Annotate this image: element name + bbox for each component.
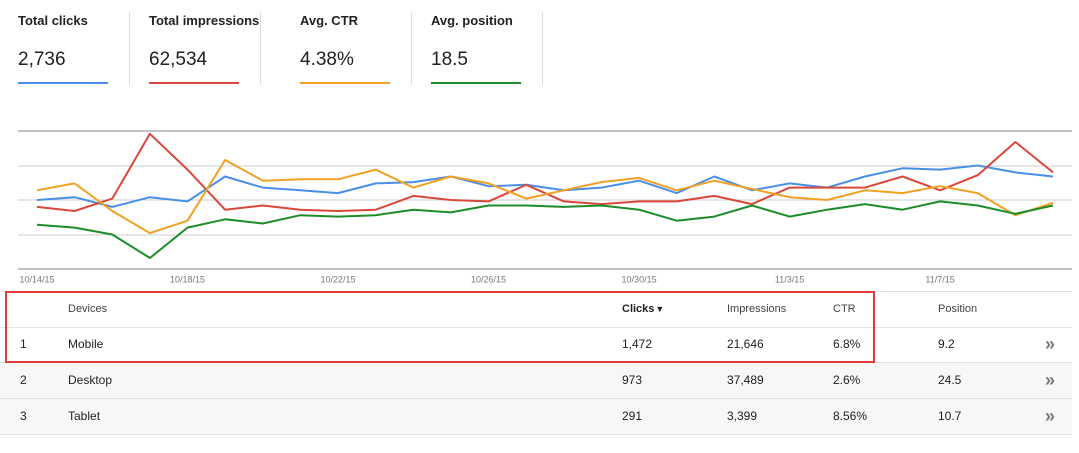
row-chevron[interactable]: » <box>1045 334 1056 354</box>
card-title: Avg. position <box>431 13 513 28</box>
table-cell: 3,399 <box>727 409 758 423</box>
divider <box>542 12 543 85</box>
table-row[interactable]: 3 Tablet 291 3,399 8.56% 10.7 » <box>0 399 1072 435</box>
card-value: 18.5 <box>431 49 468 70</box>
x-tick-label: 10/18/15 <box>170 274 205 284</box>
summary-card[interactable]: Avg. position 18.5 <box>431 0 541 88</box>
table-cell: Desktop <box>68 373 113 387</box>
divider <box>411 12 412 85</box>
x-tick-label: 10/22/15 <box>321 274 356 284</box>
header-cell[interactable]: Impressions <box>727 303 787 315</box>
table-cell: 10.7 <box>938 409 962 423</box>
card-color <box>300 82 390 84</box>
table-cell: 2 <box>20 373 27 387</box>
card-value: 4.38% <box>300 49 354 70</box>
table-row[interactable]: 1 Mobile 1,472 21,646 6.8% 9.2 » <box>0 327 1072 363</box>
table-cell: 24.5 <box>938 373 962 387</box>
summary-card[interactable]: Total impressions 62,534 <box>149 0 259 88</box>
chart: 10/14/15 10/18/15 10/22/15 10/26/15 10/30/15… <box>18 130 1072 284</box>
card-color <box>431 82 521 84</box>
table-cell: Mobile <box>68 337 104 351</box>
table-cell: 973 <box>622 373 643 387</box>
row-chevron[interactable]: » <box>1045 406 1056 426</box>
x-tick-label: 10/26/15 <box>471 274 506 284</box>
summary-card[interactable]: Avg. CTR 4.38% <box>300 0 410 88</box>
series-line <box>36 200 1054 259</box>
table-cell: 3 <box>20 409 27 423</box>
card-title: Avg. CTR <box>300 13 359 28</box>
sort-icon: ▼ <box>655 304 665 314</box>
table-cell: 37,489 <box>727 373 764 387</box>
card-title: Total impressions <box>149 13 260 28</box>
table-cell: Tablet <box>68 409 101 423</box>
x-tick-label: 11/7/15 <box>925 274 954 284</box>
header-cell[interactable]: CTR <box>833 303 856 315</box>
card-value: 62,534 <box>149 49 208 70</box>
table-header: Devices Clicks▼ Impressions CTR Position <box>0 291 1072 328</box>
header-cell: Devices <box>68 303 108 315</box>
header-cell[interactable]: Position <box>938 303 978 315</box>
card-color <box>149 82 239 84</box>
series-line <box>36 159 1054 235</box>
header-cell[interactable]: Clicks▼ <box>622 303 665 315</box>
card-value: 2,736 <box>18 49 66 70</box>
x-tick-label: 10/14/15 <box>19 274 54 284</box>
table-cell: 9.2 <box>938 337 955 351</box>
summary-card[interactable]: Total clicks 2,736 <box>18 0 128 88</box>
card-color <box>18 82 108 84</box>
table-row[interactable]: 2 Desktop 973 37,489 2.6% 24.5 » <box>0 363 1072 399</box>
card-title: Total clicks <box>18 13 88 28</box>
table-cell: 1,472 <box>622 337 653 351</box>
table-cell: 2.6% <box>833 373 861 387</box>
row-chevron[interactable]: » <box>1045 370 1056 390</box>
table-cell: 291 <box>622 409 643 423</box>
divider <box>260 12 261 85</box>
table-cell: 8.56% <box>833 409 868 423</box>
table-cell: 6.8% <box>833 337 861 351</box>
x-tick-label: 11/3/15 <box>775 274 804 284</box>
table-cell: 21,646 <box>727 337 764 351</box>
table-cell: 1 <box>20 337 27 351</box>
x-tick-label: 10/30/15 <box>622 274 657 284</box>
divider <box>129 12 130 85</box>
